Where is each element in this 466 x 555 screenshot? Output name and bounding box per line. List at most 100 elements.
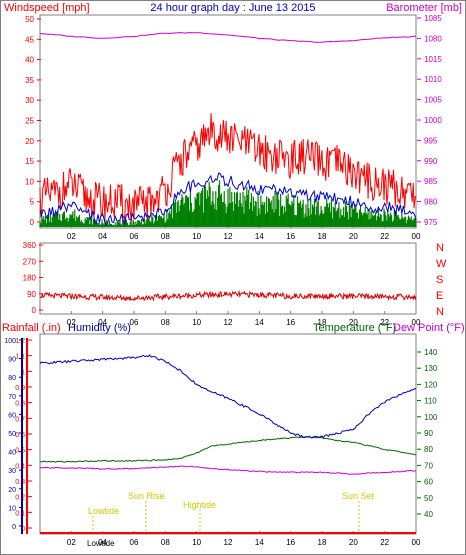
humidity-tick-label: 0: [12, 524, 16, 531]
rain-tick-label: 0.3: [15, 479, 25, 486]
humidity-axis-title: Humidity (%): [68, 322, 131, 334]
x-tick-label: 08: [161, 538, 170, 547]
x-tick-label: 04: [98, 318, 107, 327]
x-tick-label: 12: [224, 232, 233, 241]
x-tick-label: 16: [286, 538, 295, 547]
dewpoint-axis-title: Dew Point (°F): [393, 322, 465, 334]
temperature-tick-label: 140: [424, 348, 438, 357]
compass-label: E: [436, 290, 443, 302]
barometer-line: [39, 32, 417, 43]
wind-gust-line: [39, 113, 417, 223]
x-tick-label: 02: [67, 318, 76, 327]
wind-speed-line: [39, 172, 417, 227]
dewpoint-line: [39, 465, 417, 475]
barometer-tick-label: 1000: [424, 116, 442, 125]
barometer-tick-label: 990: [424, 157, 438, 166]
barometer-tick-label: 1005: [424, 96, 442, 105]
rain-tick-label: 1.2: [15, 338, 25, 345]
humidity-tick-label: 90: [8, 357, 16, 364]
windspeed-tick-label: 20: [25, 137, 34, 146]
x-tick-label: 00: [412, 538, 421, 547]
x-tick-label: 14: [255, 538, 264, 547]
direction-tick-label: 270: [23, 257, 37, 266]
rain-tick-label: 1: [21, 369, 25, 376]
humidity-tick-label: 50: [8, 431, 16, 438]
windspeed-tick-label: 50: [25, 15, 34, 24]
x-tick-label: 00: [412, 232, 421, 241]
rain-tick-label: 0.6: [15, 432, 25, 439]
x-tick-label: 02: [67, 538, 76, 547]
windspeed-tick-label: 10: [25, 177, 34, 186]
x-tick-label: 20: [349, 232, 358, 241]
lowtide-label: Lowtide: [88, 506, 119, 516]
windspeed-tick-label: 45: [25, 35, 34, 44]
barometer-tick-label: 1015: [424, 55, 442, 64]
x-tick-label: 18: [318, 318, 327, 327]
rain-tick-label: 0.2: [15, 495, 25, 502]
x-tick-label: 14: [255, 232, 264, 241]
humidity-tick-label: 10: [8, 505, 16, 512]
astro-markers: Lowtide Sun Rise Hightide Sun Set: [88, 491, 375, 534]
humidity-tick-label: 40: [8, 450, 16, 457]
rain-tick-label: 0.4: [15, 463, 25, 470]
temperature-tick-label: 120: [424, 380, 438, 389]
temperature-tick-label: 70: [424, 461, 433, 470]
windspeed-tick-label: 5: [30, 198, 35, 207]
humidity-tick-label: 80: [8, 375, 16, 382]
sunset-label: Sun Set: [342, 491, 375, 501]
sunrise-label: Sun Rise: [128, 491, 165, 501]
hightide-label: Hightide: [183, 500, 216, 510]
direction-tick-label: 360: [23, 241, 37, 250]
rain-tick-label: 0.8: [15, 401, 25, 408]
x-tick-label: 10: [192, 232, 201, 241]
temperature-tick-label: 90: [424, 429, 433, 438]
windspeed-tick-label: 30: [25, 96, 34, 105]
humidity-line: [39, 354, 417, 439]
rain-tick-label: 1.1: [15, 354, 25, 361]
x-tick-label: 06: [130, 318, 139, 327]
x-tick-label: 22: [380, 538, 389, 547]
direction-tick-label: 0: [32, 306, 37, 315]
x-tick-label: 12: [224, 318, 233, 327]
humidity-tick-label: 60: [8, 412, 16, 419]
rain-tick-label: 0.1: [15, 510, 25, 517]
chart-marks: [39, 32, 417, 534]
windspeed-tick-label: 15: [25, 157, 34, 166]
barometer-tick-label: 1010: [424, 75, 442, 84]
lowtide-bottom-label: Lowtide: [87, 539, 115, 548]
barometer-tick-label: 1085: [424, 14, 442, 23]
x-tick-label: 20: [349, 318, 358, 327]
temperature-tick-label: 100: [424, 413, 438, 422]
rain-tick-label: 0.9: [15, 385, 25, 392]
x-tick-label: 14: [255, 318, 264, 327]
barometer-tick-label: 975: [424, 218, 438, 227]
x-tick-label: 18: [318, 232, 327, 241]
x-tick-label: 16: [286, 318, 295, 327]
compass-label: S: [436, 274, 443, 286]
x-tick-label: 08: [161, 232, 170, 241]
x-tick-label: 22: [380, 232, 389, 241]
barometer-tick-label: 995: [424, 136, 438, 145]
chart-title: 24 hour graph day : June 13 2015: [150, 2, 315, 14]
x-tick-label: 00: [412, 318, 421, 327]
x-tick-label: 16: [286, 232, 295, 241]
x-tick-label: 18: [318, 538, 327, 547]
direction-tick-label: 90: [27, 290, 36, 299]
rain-tick-label: 0.7: [15, 416, 25, 423]
x-tick-label: 12: [224, 538, 233, 547]
windspeed-axis-title: Windspeed [mph]: [4, 2, 90, 14]
temperature-tick-label: 60: [424, 478, 433, 487]
barometer-tick-label: 980: [424, 198, 438, 207]
temperature-line: [39, 436, 417, 463]
rainfall-axis-title: Rainfall (.in): [2, 322, 61, 334]
barometer-axis-title: Barometer [mb]: [386, 2, 462, 14]
compass-label: W: [436, 258, 447, 270]
windspeed-tick-label: 0: [30, 218, 35, 227]
direction-tick-label: 180: [23, 274, 37, 283]
barometer-tick-label: 1080: [424, 34, 442, 43]
wind-direction-line: [39, 289, 417, 302]
rain-tick-label: 0: [21, 526, 25, 533]
x-tick-label: 08: [161, 318, 170, 327]
humidity-tick-label: 100: [4, 338, 16, 345]
